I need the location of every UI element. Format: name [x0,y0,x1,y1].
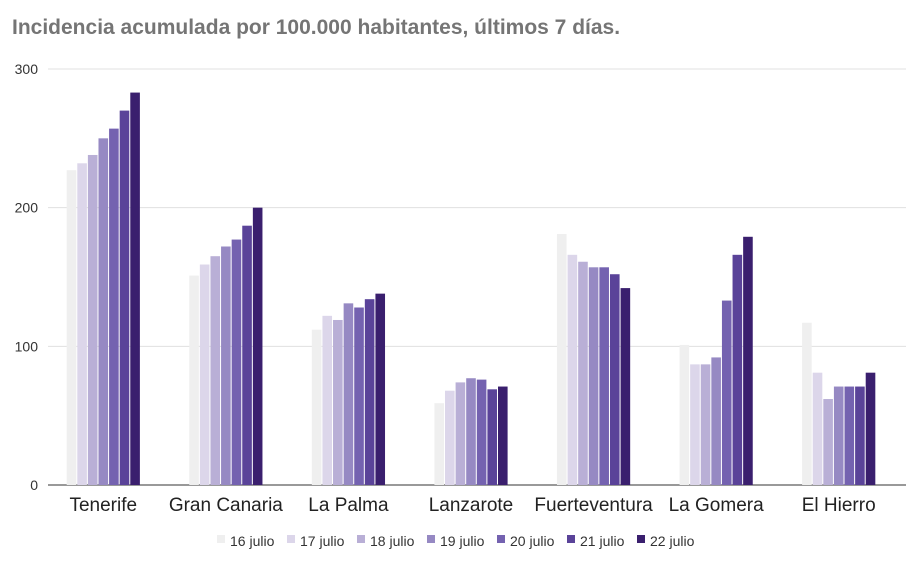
legend-swatch [637,535,645,543]
legend-swatch [427,535,435,543]
bar-el-hierro-20-julio [844,386,855,485]
bar-la-gomera-22-julio [743,236,753,485]
bar-el-hierro-18-julio [823,399,833,485]
legend-label: 17 julio [300,533,345,549]
bar-fuerteventura-19-julio [588,267,599,485]
bar-tenerife-18-julio [87,154,98,485]
legend-label: 19 julio [440,533,485,549]
legend-swatch [567,535,575,543]
bar-fuerteventura-20-julio [599,267,609,485]
legend-label: 22 julio [650,533,695,549]
x-tick-label: La Palma [308,495,389,516]
bar-gran-canaria-17-julio [199,264,210,485]
bar-tenerife-20-julio [109,128,119,486]
bar-la-gomera-20-julio [721,300,732,485]
legend-label: 21 julio [580,533,625,549]
x-tick-label: Fuerteventura [534,495,653,516]
bar-lanzarote-20-julio [476,379,487,485]
bar-fuerteventura-22-julio [620,288,631,485]
bar-fuerteventura-17-julio [567,254,578,485]
bar-tenerife-16-julio [66,170,77,485]
x-tick-label: Gran Canaria [169,495,283,516]
bar-la-palma-18-julio [333,319,343,485]
y-tick-label: 100 [15,338,39,354]
bar-la-gomera-21-julio [732,254,743,485]
bar-tenerife-19-julio [98,138,109,486]
y-tick-label: 300 [15,61,39,77]
legend-swatch [287,535,295,543]
bar-lanzarote-16-julio [434,403,444,485]
legend-swatch [497,535,505,543]
bar-el-hierro-16-julio [802,322,812,485]
bar-la-palma-16-julio [311,329,322,485]
bar-gran-canaria-20-julio [231,239,242,485]
bar-la-palma-19-julio [343,303,354,485]
bar-gran-canaria-19-julio [221,246,231,485]
bar-gran-canaria-21-julio [242,225,252,485]
x-tick-label: El Hierro [802,495,876,516]
y-tick-label: 200 [15,200,39,216]
bar-el-hierro-21-julio [855,386,865,485]
axes: 0 100 200 300 Tenerife Gran Canaria La Palma La… [15,61,876,516]
bar-lanzarote-21-julio [487,389,497,485]
bar-lanzarote-17-julio [445,390,455,485]
bar-el-hierro-22-julio [865,372,876,485]
bar-el-hierro-17-julio [812,372,823,485]
bar-tenerife-22-julio [130,92,140,485]
bar-la-gomera-16-julio [679,344,690,485]
bar-lanzarote-18-julio [455,382,466,485]
bar-la-palma-22-julio [375,293,386,485]
bar-fuerteventura-21-julio [609,274,620,485]
bar-gran-canaria-16-julio [189,275,199,485]
bar-la-gomera-19-julio [711,357,721,485]
bar-gran-canaria-22-julio [252,207,263,485]
bar-lanzarote-19-julio [466,378,476,485]
bar-fuerteventura-18-julio [578,261,588,485]
y-tick-label: 0 [30,477,38,493]
bar-la-gomera-17-julio [690,364,700,485]
bar-la-palma-17-julio [322,315,333,485]
bar-el-hierro-19-julio [833,386,844,485]
legend-label: 16 julio [230,533,275,549]
legend-swatch [357,535,365,543]
bar-gran-canaria-18-julio [210,256,221,485]
bar-tenerife-17-julio [77,163,87,485]
legend-label: 18 julio [370,533,415,549]
legend-label: 20 julio [510,533,555,549]
bar-tenerife-21-julio [119,110,130,485]
bar-la-palma-20-julio [354,307,364,485]
bar-fuerteventura-16-julio [556,234,567,485]
legend: 16 julio 17 julio 18 julio 19 julio 20 julio… [217,533,695,549]
bar-la-gomera-18-julio [700,364,711,485]
bar-lanzarote-22-julio [498,386,508,485]
chart-title: Incidencia acumulada por 100.000 habitan… [12,16,621,39]
x-tick-label: Tenerife [69,495,137,516]
bar-la-palma-21-julio [364,299,375,485]
legend-swatch [217,535,225,543]
x-tick-label: Lanzarote [429,495,514,516]
x-tick-label: La Gomera [669,495,764,516]
bars [66,92,876,486]
